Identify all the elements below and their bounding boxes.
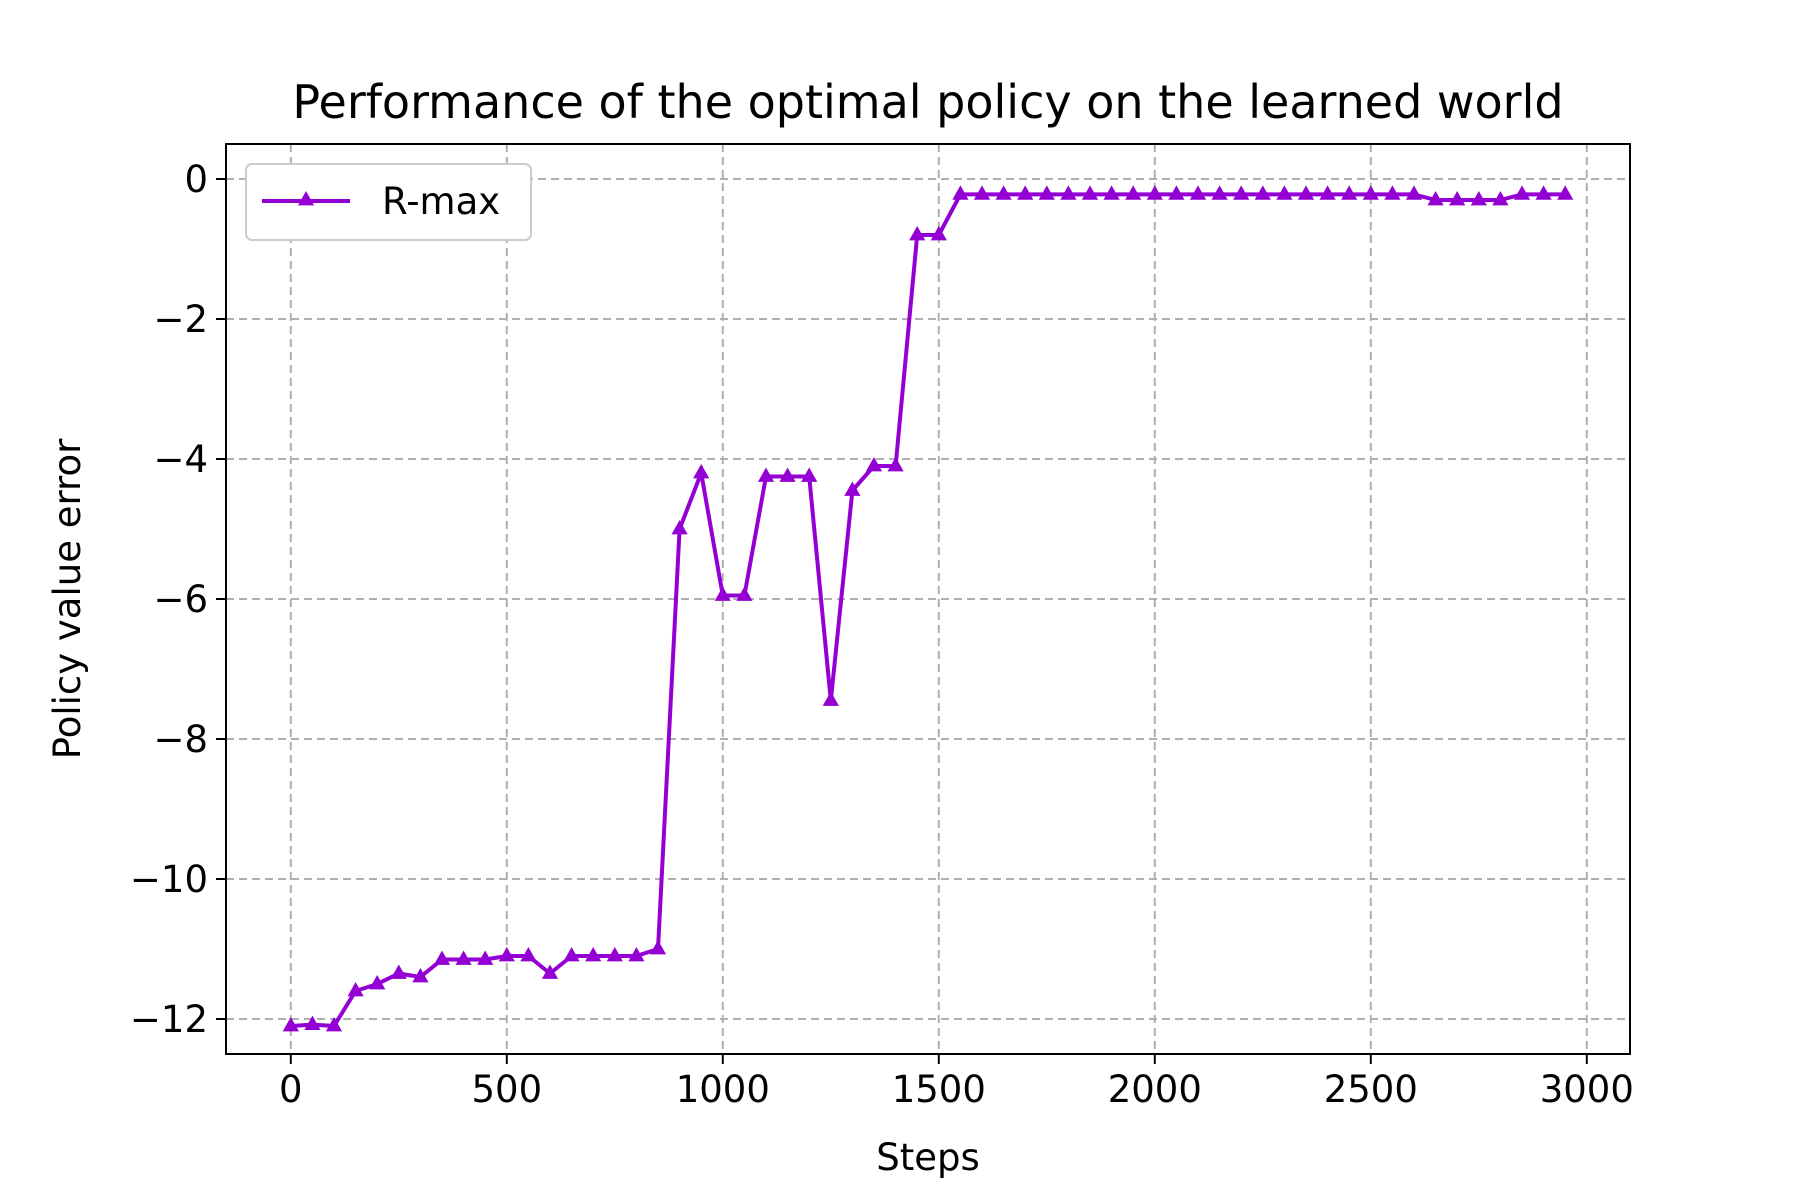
y-tick-label: −2 [153, 298, 208, 341]
data-point-marker [1146, 185, 1163, 200]
data-point-marker [1297, 185, 1315, 200]
x-tick-label: 2500 [1324, 1068, 1418, 1111]
data-point-marker [865, 457, 883, 472]
data-point-marker [1189, 185, 1207, 200]
data-point-marker [1341, 185, 1358, 200]
data-point-marker [455, 950, 472, 965]
data-point-marker [1060, 185, 1077, 200]
legend-label-r-max: R-max [382, 180, 500, 223]
data-point-marker [973, 185, 991, 200]
x-axis-label: Steps [876, 1136, 980, 1179]
data-point-marker [844, 481, 861, 496]
data-point-marker [1492, 191, 1509, 206]
data-point-marker [952, 185, 969, 200]
data-point-marker [930, 226, 947, 241]
x-axis: 0 500 1000 1500 2000 2500 3000 [279, 1054, 1634, 1111]
data-point-marker [887, 457, 904, 472]
data-point-marker [995, 185, 1012, 200]
data-point-marker [1535, 185, 1552, 200]
data-point-marker [1362, 185, 1379, 200]
y-tick-label: −6 [153, 578, 208, 621]
y-tick-label: 0 [184, 158, 208, 201]
chart-title: Performance of the optimal policy on the… [292, 75, 1563, 129]
data-point-marker [1470, 191, 1487, 206]
data-point-marker [779, 467, 796, 482]
data-point-marker [801, 467, 818, 482]
data-point-marker [282, 1017, 299, 1032]
data-point-marker [1081, 185, 1099, 200]
data-point-marker [1319, 185, 1336, 200]
data-point-marker [541, 964, 559, 979]
y-axis-label: Policy value error [46, 438, 89, 759]
data-point-marker [1211, 185, 1228, 200]
data-point-marker [1254, 185, 1271, 200]
data-point-marker [909, 226, 926, 241]
data-point-marker [1427, 191, 1444, 206]
data-point-marker [1125, 185, 1142, 200]
data-point-marker [1168, 185, 1185, 200]
data-point-marker [671, 520, 688, 535]
y-tick-label: −10 [130, 858, 208, 901]
legend-marker-sample [297, 191, 315, 206]
data-point-marker [1038, 185, 1055, 200]
data-point-marker [325, 1017, 343, 1032]
y-axis: 0 −2 −4 −6 −8 −10 −12 [130, 158, 226, 1041]
data-point-marker [477, 950, 494, 965]
x-tick-label: 3000 [1540, 1068, 1634, 1111]
data-point-marker [498, 947, 515, 962]
x-tick-label: 1000 [676, 1068, 770, 1111]
data-point-marker [347, 982, 364, 997]
data-point-marker [1276, 185, 1293, 200]
data-point-marker [649, 940, 667, 955]
series-layer [282, 185, 1574, 1032]
data-point-marker [1017, 185, 1034, 200]
y-tick-label: −4 [153, 438, 208, 481]
data-point-marker [390, 964, 407, 979]
y-tick-label: −12 [130, 998, 208, 1041]
data-point-marker [693, 464, 710, 479]
data-point-marker [520, 947, 537, 962]
data-point-marker [1103, 185, 1120, 200]
x-tick-label: 500 [471, 1068, 542, 1111]
y-tick-label: −8 [153, 718, 208, 761]
data-point-marker [304, 1015, 321, 1030]
data-point-marker [757, 467, 775, 482]
x-tick-label: 0 [279, 1068, 303, 1111]
data-point-marker [412, 968, 429, 983]
data-point-marker [1405, 185, 1423, 200]
data-point-marker [628, 947, 645, 962]
x-tick-label: 2000 [1108, 1068, 1202, 1111]
data-point-marker [1557, 185, 1574, 200]
data-point-marker [1233, 185, 1250, 200]
data-point-marker [714, 586, 731, 601]
legend-box [245, 163, 532, 241]
data-point-marker [563, 947, 580, 962]
legend: R-max [245, 163, 532, 241]
x-tick-label: 1500 [892, 1068, 986, 1111]
data-point-marker [1384, 185, 1401, 200]
data-point-marker [606, 947, 623, 962]
data-point-marker [585, 947, 602, 962]
data-point-marker [1449, 191, 1466, 206]
data-point-marker [1513, 185, 1531, 200]
data-point-marker [736, 586, 753, 601]
data-point-marker [822, 691, 839, 706]
data-point-marker [369, 975, 386, 990]
data-point-marker [433, 950, 451, 965]
